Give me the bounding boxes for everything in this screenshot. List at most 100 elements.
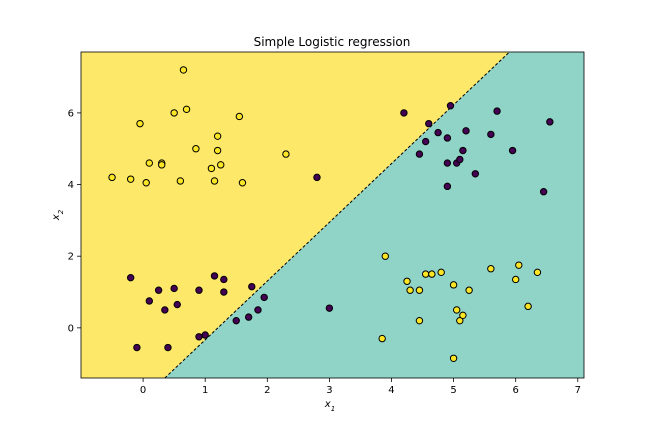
point-class-1-23 — [421, 137, 430, 146]
point-class-1-14 — [248, 282, 256, 291]
point-class-0-8 — [176, 177, 185, 185]
x-tick-label-3: 3 — [326, 385, 332, 396]
point-class-0-24 — [415, 286, 424, 294]
point-class-0-6 — [158, 161, 166, 169]
y-axis-label: x2 — [51, 209, 65, 221]
point-class-1-34 — [471, 170, 480, 178]
point-class-1-28 — [443, 159, 452, 167]
point-class-1-0 — [126, 273, 135, 282]
plot-area — [81, 52, 584, 378]
plot-frame — [80, 51, 585, 379]
point-class-0-36 — [515, 261, 523, 269]
y-tick-label-2: 2 — [68, 252, 74, 263]
point-class-0-9 — [179, 66, 188, 74]
point-class-1-11 — [220, 288, 228, 296]
point-class-1-5 — [173, 300, 181, 309]
x-tick-label-0: 0 — [140, 385, 146, 396]
y-axis: 0 2 4 6 — [68, 108, 81, 334]
point-class-1-19 — [313, 173, 321, 182]
point-class-0-33 — [465, 286, 473, 294]
point-class-1-25 — [434, 128, 442, 137]
point-class-1-39 — [546, 118, 554, 126]
point-class-0-14 — [213, 146, 222, 155]
x-tick-label-6: 6 — [513, 385, 519, 396]
point-class-0-20 — [381, 252, 389, 260]
point-class-0-22 — [403, 277, 411, 285]
data-points — [108, 66, 554, 362]
point-class-0-39 — [449, 354, 458, 362]
point-class-0-15 — [213, 132, 222, 140]
point-class-1-6 — [195, 286, 203, 294]
point-class-1-9 — [210, 272, 219, 280]
point-class-0-19 — [282, 150, 290, 158]
point-class-0-29 — [449, 281, 458, 289]
point-class-1-13 — [244, 313, 253, 321]
y-tick-label-4: 4 — [68, 180, 74, 191]
point-class-1-18 — [133, 343, 141, 352]
decision-region-class-0 — [81, 52, 510, 378]
point-class-0-30 — [452, 306, 461, 314]
point-class-0-3 — [142, 179, 150, 187]
point-class-1-2 — [154, 286, 163, 294]
point-class-1-24 — [425, 119, 433, 128]
x-tick-label-4: 4 — [388, 385, 394, 396]
point-class-0-27 — [437, 268, 445, 277]
point-class-1-3 — [161, 306, 169, 314]
point-class-0-37 — [524, 302, 532, 311]
point-class-0-18 — [238, 179, 247, 187]
decision-region-class-1 — [164, 52, 584, 378]
point-class-1-36 — [493, 107, 501, 115]
point-class-1-29 — [443, 182, 452, 191]
point-class-0-16 — [217, 161, 225, 169]
point-class-1-27 — [446, 102, 455, 110]
point-class-1-12 — [232, 316, 240, 325]
point-class-0-23 — [406, 286, 414, 294]
point-class-1-15 — [254, 306, 262, 314]
point-class-0-11 — [192, 145, 200, 153]
x-axis-label: x1 — [324, 399, 335, 413]
x-tick-label-1: 1 — [202, 385, 208, 396]
chart-title: Simple Logistic regression — [254, 35, 411, 49]
point-class-1-35 — [487, 130, 495, 139]
x-tick-label-2: 2 — [264, 385, 270, 396]
point-class-1-20 — [325, 304, 334, 312]
point-class-1-7 — [195, 333, 203, 341]
point-class-1-32 — [459, 146, 467, 155]
point-class-0-2 — [136, 119, 144, 128]
point-class-1-1 — [145, 297, 154, 305]
point-class-0-25 — [421, 270, 430, 278]
point-class-1-17 — [164, 343, 172, 352]
point-class-0-4 — [145, 159, 154, 167]
point-class-0-31 — [456, 316, 464, 325]
point-class-1-10 — [220, 275, 228, 284]
point-class-0-26 — [428, 270, 436, 278]
point-class-0-1 — [126, 175, 135, 183]
point-class-0-7 — [170, 109, 178, 117]
point-class-0-12 — [207, 164, 216, 173]
x-tick-label-7: 7 — [575, 385, 581, 396]
point-class-0-0 — [108, 173, 116, 182]
point-class-0-21 — [378, 334, 386, 343]
point-class-0-34 — [487, 265, 495, 273]
point-class-1-8 — [201, 331, 209, 339]
y-tick-label-0: 0 — [68, 323, 74, 334]
point-class-0-10 — [182, 105, 191, 114]
point-class-1-26 — [443, 134, 452, 142]
point-class-1-31 — [456, 155, 464, 164]
point-class-0-17 — [235, 112, 244, 121]
point-class-1-37 — [508, 146, 517, 155]
point-class-0-13 — [210, 177, 219, 185]
x-axis: 0 1 2 3 4 5 6 7 — [140, 378, 581, 396]
point-class-1-16 — [260, 293, 268, 302]
point-class-0-28 — [415, 316, 424, 325]
point-class-0-38 — [533, 268, 542, 277]
y-tick-label-6: 6 — [68, 108, 74, 119]
point-class-0-35 — [511, 275, 520, 284]
point-class-1-33 — [462, 127, 470, 135]
x-tick-label-5: 5 — [450, 385, 456, 396]
point-class-0-32 — [459, 311, 467, 320]
point-class-1-38 — [539, 188, 548, 196]
point-class-1-22 — [415, 150, 424, 158]
point-class-1-21 — [400, 109, 408, 117]
